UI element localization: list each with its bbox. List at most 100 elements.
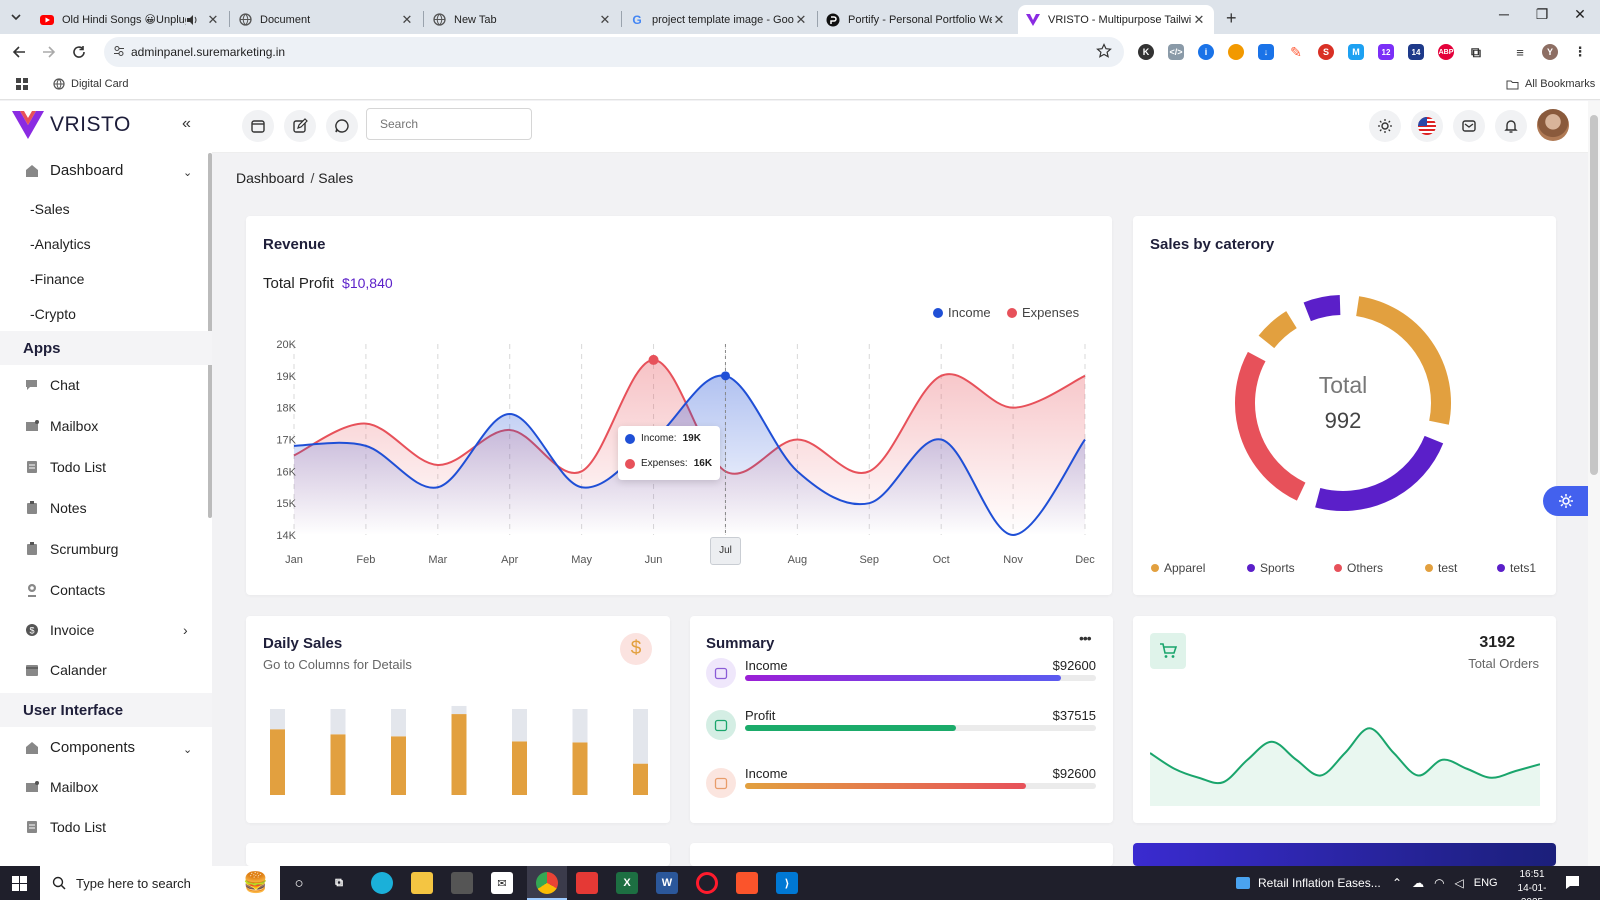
chevron-down-icon[interactable]: ⌄: [183, 744, 193, 756]
taskbar-clock[interactable]: 16:51 14-01-2025: [1508, 868, 1556, 900]
sidebar-item-contacts[interactable]: Contacts: [24, 582, 105, 598]
onedrive-cloud-icon[interactable]: ☁: [1412, 876, 1425, 890]
sidebar-item-invoice[interactable]: $ Invoice: [24, 622, 94, 638]
extension-download-icon[interactable]: ↓: [1258, 44, 1274, 60]
tab-close-icon[interactable]: ✕: [993, 11, 1005, 27]
all-bookmarks-button[interactable]: All Bookmarks: [1506, 78, 1595, 90]
profile-avatar[interactable]: Y: [1542, 44, 1558, 60]
tab-close-icon[interactable]: ✕: [401, 11, 413, 27]
legend-expenses[interactable]: Expenses: [1007, 305, 1079, 320]
tab-vristo[interactable]: VRISTO - Multipurpose Tailwind ✕: [1018, 5, 1214, 34]
brave-icon[interactable]: [736, 872, 758, 894]
collapse-sidebar-icon[interactable]: «: [182, 115, 191, 132]
tab-close-icon[interactable]: ✕: [207, 11, 219, 27]
sidebar-subitem-analytics[interactable]: -Analytics: [30, 236, 91, 252]
extension-badge-14-icon[interactable]: 14: [1408, 44, 1424, 60]
page-scrollbar[interactable]: [1588, 101, 1600, 866]
tab-close-icon[interactable]: ✕: [599, 11, 611, 27]
legend-item-test[interactable]: test: [1425, 561, 1457, 575]
sidebar-item-todo-list[interactable]: Todo List: [24, 459, 106, 475]
opera-icon[interactable]: [696, 872, 718, 894]
sidebar-item-components[interactable]: Components: [24, 739, 135, 756]
sidebar-subitem-sales[interactable]: -Sales: [30, 201, 70, 217]
bookmark-star-icon[interactable]: [1096, 43, 1112, 59]
vscode-icon[interactable]: ⟩: [776, 872, 798, 894]
speaker-icon[interactable]: [186, 14, 198, 26]
extension-half-circle-icon[interactable]: [1228, 44, 1244, 60]
taskbar-search-box[interactable]: Type here to search 🍔: [40, 866, 280, 900]
edge-browser-icon[interactable]: [371, 872, 393, 894]
site-info-icon[interactable]: [113, 45, 125, 57]
sidebar-item-dashboard[interactable]: Dashboard: [24, 162, 123, 179]
windows-start-icon[interactable]: [12, 876, 27, 891]
bookmark-digital-card[interactable]: Digital Card: [53, 78, 128, 90]
restore-icon[interactable]: ❐: [1535, 6, 1549, 22]
more-options-icon[interactable]: •••: [1079, 630, 1092, 646]
chrome-taskbar-active[interactable]: [527, 866, 567, 900]
file-explorer-icon[interactable]: [411, 872, 433, 894]
cortana-icon[interactable]: ○: [294, 874, 304, 892]
tray-chevron-up-icon[interactable]: ⌃: [1392, 876, 1403, 890]
sidebar-subitem-finance[interactable]: -Finance: [30, 271, 85, 287]
excel-icon[interactable]: X: [616, 872, 638, 894]
search-input[interactable]: [366, 108, 532, 140]
word-icon[interactable]: W: [656, 872, 678, 894]
chat-button[interactable]: [326, 110, 358, 142]
legend-item-apparel[interactable]: Apparel: [1151, 561, 1205, 575]
legend-item-others[interactable]: Others: [1334, 561, 1383, 575]
apps-grid-icon[interactable]: [16, 78, 28, 90]
close-window-icon[interactable]: ✕: [1574, 6, 1586, 22]
user-avatar[interactable]: [1537, 109, 1569, 141]
sidebar-item-mailbox[interactable]: Mailbox: [24, 418, 98, 434]
legend-item-tets1[interactable]: tets1: [1497, 561, 1536, 575]
sidebar-item-scrumburg[interactable]: Scrumburg: [24, 541, 118, 557]
forward-arrow-icon[interactable]: [40, 43, 58, 61]
volume-icon[interactable]: ◁: [1454, 876, 1464, 890]
minimize-icon[interactable]: ─: [1499, 6, 1509, 22]
theme-toggle-button[interactable]: [1369, 110, 1401, 142]
sidebar-item-calander[interactable]: Calander: [24, 662, 107, 678]
sidebar-item-chat[interactable]: Chat: [24, 377, 80, 393]
anydesk-icon[interactable]: [576, 872, 598, 894]
chevron-down-icon[interactable]: ⌄: [183, 167, 193, 179]
tab-search-chevron-icon[interactable]: [7, 8, 25, 26]
extension-badge-12-icon[interactable]: 12: [1378, 44, 1394, 60]
adblock-icon[interactable]: ABP: [1438, 44, 1454, 60]
sidebar-item-todo-list-ui[interactable]: Todo List: [24, 819, 106, 835]
mail-app-icon[interactable]: ✉: [491, 872, 513, 894]
extension-code-icon[interactable]: </>: [1168, 44, 1184, 60]
reload-icon[interactable]: [70, 43, 88, 61]
edit-button[interactable]: [284, 110, 316, 142]
chevron-right-icon[interactable]: ›: [183, 622, 188, 638]
sidebar-subitem-crypto[interactable]: -Crypto: [30, 306, 76, 322]
sidebar-item-mailbox-ui[interactable]: Mailbox: [24, 779, 98, 795]
theme-settings-button[interactable]: [1543, 486, 1588, 516]
scrollbar-thumb[interactable]: [1590, 115, 1598, 475]
sidebar-item-notes[interactable]: Notes: [24, 500, 87, 516]
extensions-puzzle-icon[interactable]: ⧉: [1468, 44, 1484, 60]
calendar-button[interactable]: [242, 110, 274, 142]
tab-close-icon[interactable]: ✕: [1193, 11, 1205, 27]
tab-google-search[interactable]: G project template image - Goog ✕: [622, 5, 816, 34]
tab-youtube[interactable]: Old Hindi Songs 😀Unplug ✕: [32, 5, 228, 34]
notifications-button[interactable]: [1495, 110, 1527, 142]
wifi-icon[interactable]: ◠: [1434, 876, 1445, 890]
news-widget[interactable]: Retail Inflation Eases...: [1236, 866, 1381, 900]
language-button[interactable]: [1411, 110, 1443, 142]
messages-button[interactable]: [1453, 110, 1485, 142]
extension-m-icon[interactable]: M: [1348, 44, 1364, 60]
app-logo[interactable]: VRISTO: [12, 111, 131, 139]
address-bar[interactable]: adminpanel.suremarketing.in: [104, 37, 1124, 67]
extension-k-icon[interactable]: K: [1138, 44, 1154, 60]
extension-pen-icon[interactable]: ✎: [1288, 44, 1304, 60]
store-icon[interactable]: [451, 872, 473, 894]
extension-s-icon[interactable]: S: [1318, 44, 1334, 60]
breadcrumb-root[interactable]: Dashboard: [236, 170, 305, 186]
kebab-menu-icon[interactable]: ⋮: [1572, 44, 1588, 60]
legend-item-sports[interactable]: Sports: [1247, 561, 1295, 575]
legend-income[interactable]: Income: [933, 305, 991, 320]
url-text[interactable]: adminpanel.suremarketing.in: [131, 45, 286, 59]
reading-list-icon[interactable]: ≡: [1512, 44, 1528, 60]
back-arrow-icon[interactable]: [10, 43, 28, 61]
new-tab-plus-icon[interactable]: +: [1226, 8, 1237, 28]
